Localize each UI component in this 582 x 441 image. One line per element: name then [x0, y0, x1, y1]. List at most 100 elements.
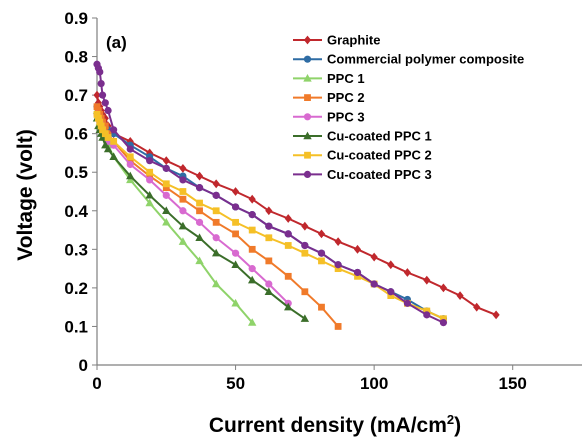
data-point-graphite [162, 156, 170, 166]
data-point-cu-coated-ppc-2 [110, 137, 118, 145]
data-point-graphite [456, 291, 464, 300]
data-point-cu-coated-ppc-2 [99, 126, 106, 134]
x-tick-label: 150 [499, 374, 527, 393]
legend-label: Cu-coated PPC 1 [327, 129, 432, 144]
data-point-graphite [353, 244, 362, 254]
data-point-graphite [212, 179, 220, 189]
data-point-ppc-2 [212, 218, 220, 226]
data-point-cu-coated-ppc-2 [284, 242, 292, 249]
data-point-ppc-3 [179, 207, 187, 215]
data-point-ppc-3 [248, 265, 256, 273]
data-point-cu-coated-ppc-1 [284, 302, 293, 311]
data-point-cu-coated-ppc-2 [265, 234, 273, 242]
data-point-cu-coated-ppc-3 [301, 241, 309, 250]
legend-label: PPC 1 [327, 71, 365, 86]
data-point-cu-coated-ppc-2 [179, 188, 187, 195]
data-point-cu-coated-ppc-1 [145, 190, 154, 199]
data-point-cu-coated-ppc-2 [94, 114, 102, 122]
data-point-cu-coated-ppc-2 [162, 180, 170, 188]
legend-item-ppc-1: PPC 1 [293, 71, 365, 86]
data-point-ppc-1 [162, 217, 171, 226]
data-point-ppc-3 [126, 160, 134, 169]
legend-label: Commercial polymer composite [327, 52, 524, 67]
data-point-cu-coated-ppc-2 [387, 292, 395, 299]
y-tick-label: 0.6 [64, 125, 88, 144]
legend-marker [303, 113, 312, 121]
data-point-cu-coated-ppc-3 [231, 203, 240, 211]
x-tick-label: 50 [226, 374, 245, 393]
legend-item-commercial-polymer-composite: Commercial polymer composite [293, 52, 524, 67]
data-point-cu-coated-ppc-1 [126, 171, 135, 180]
legend-label: Cu-coated PPC 2 [327, 148, 432, 163]
data-point-ppc-3 [265, 280, 273, 288]
data-point-ppc-2 [93, 103, 101, 111]
legend-label: PPC 2 [327, 90, 365, 105]
data-point-cu-coated-ppc-2 [93, 110, 101, 118]
data-point-ppc-2 [248, 245, 256, 253]
series-cu-coated-ppc-2 [93, 110, 447, 323]
data-point-graphite [423, 275, 431, 285]
data-point-cu-coated-ppc-2 [97, 122, 105, 130]
series-ppc-2 [93, 103, 342, 330]
data-point-ppc-1 [248, 318, 257, 326]
y-axis-label: Voltage (volt) [14, 129, 37, 260]
data-point-ppc-3 [146, 176, 154, 184]
data-point-cu-coated-ppc-3 [104, 106, 112, 115]
legend-item-ppc-2: PPC 2 [293, 90, 365, 105]
data-point-cu-coated-ppc-3 [110, 126, 118, 134]
data-point-cu-coated-ppc-3 [212, 191, 220, 199]
data-point-graphite [439, 283, 448, 293]
data-point-cu-coated-ppc-2 [423, 307, 431, 315]
data-point-cu-coated-ppc-3 [146, 157, 154, 165]
data-point-ppc-2 [318, 303, 325, 311]
y-tick-label: 0.9 [64, 9, 88, 28]
legend-label: PPC 3 [327, 109, 365, 124]
y-tick-label: 0.3 [64, 240, 88, 259]
data-point-ppc-2 [284, 272, 292, 280]
data-point-cu-coated-ppc-2 [96, 118, 104, 126]
legend-marker [303, 131, 312, 140]
legend-marker [304, 94, 311, 101]
legend-marker [303, 55, 312, 63]
data-point-ppc-2 [162, 184, 170, 192]
data-point-cu-coated-ppc-2 [212, 207, 220, 215]
legend-marker [304, 151, 311, 159]
data-point-cu-coated-ppc-3 [96, 68, 104, 76]
data-point-cu-coated-ppc-3 [284, 230, 292, 238]
data-point-graphite [93, 90, 101, 100]
data-point-graphite [473, 302, 481, 312]
data-point-ppc-3 [162, 191, 170, 199]
legend-item-cu-coated-ppc-2: Cu-coated PPC 2 [293, 148, 432, 163]
data-point-ppc-1 [145, 198, 154, 207]
data-point-cu-coated-ppc-3 [248, 211, 256, 219]
data-point-ppc-2 [179, 195, 187, 203]
data-point-ppc-1 [231, 298, 240, 307]
data-point-cu-coated-ppc-2 [248, 226, 256, 234]
data-point-ppc-2 [232, 230, 239, 238]
y-tick-label: 0.4 [64, 202, 88, 221]
series-group [92, 60, 500, 330]
data-point-cu-coated-ppc-3 [353, 268, 362, 277]
data-point-graphite [403, 268, 411, 277]
data-point-ppc-2 [196, 207, 203, 215]
data-point-graphite [492, 310, 500, 320]
data-point-graphite [370, 252, 378, 262]
data-point-graphite [301, 221, 309, 231]
data-point-cu-coated-ppc-3 [98, 91, 107, 99]
legend-item-cu-coated-ppc-3: Cu-coated PPC 3 [293, 167, 432, 182]
data-point-cu-coated-ppc-1 [162, 206, 171, 214]
legend-item-cu-coated-ppc-1: Cu-coated PPC 1 [293, 129, 432, 144]
data-point-graphite [265, 206, 273, 216]
y-tick-label: 0.2 [64, 279, 88, 298]
data-point-cu-coated-ppc-3 [101, 99, 109, 107]
legend-label: Cu-coated PPC 3 [327, 167, 432, 182]
axes: 0 0.1 0.2 0.3 0.4 0.5 0.6 0.7 0.8 0.9 0 50 100 150 [64, 9, 582, 393]
data-point-ppc-2 [126, 157, 134, 165]
data-point-ppc-3 [231, 249, 240, 257]
panel-label: (a) [106, 33, 127, 52]
data-point-cu-coated-ppc-3 [195, 184, 204, 192]
data-point-cu-coated-ppc-3 [126, 145, 134, 153]
data-point-cu-coated-ppc-2 [301, 249, 309, 257]
data-point-cu-coated-ppc-3 [317, 249, 326, 257]
